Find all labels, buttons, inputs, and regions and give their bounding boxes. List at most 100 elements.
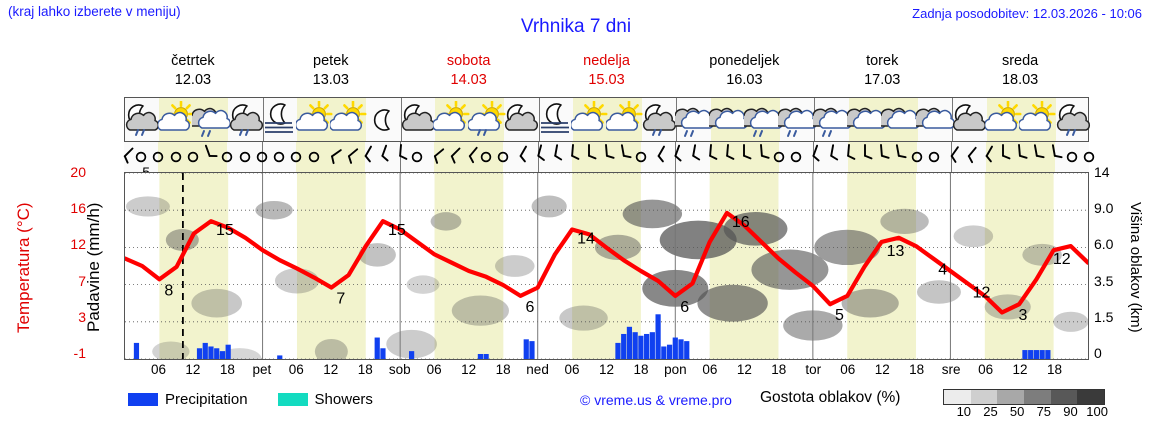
wind-calm-icon	[781, 142, 811, 172]
wind-barb-icon	[747, 142, 777, 172]
day-header-0: četrtek 12.03	[124, 52, 262, 96]
cloud-density-tick-label: 10	[956, 404, 972, 419]
wind-barb-icon	[540, 142, 570, 172]
precipitation-bar	[678, 339, 684, 359]
wind-calm-icon	[471, 142, 501, 172]
temperature-extreme-label: 6	[526, 299, 535, 316]
x-axis-tick-label: sre	[941, 362, 961, 377]
precipitation-axis-title: Padavine (mm/h)	[84, 202, 103, 333]
axis-tick-label: -1	[73, 345, 86, 361]
precipitation-bar	[277, 355, 283, 359]
precipitation-bar	[477, 353, 483, 359]
wind-calm-icon	[764, 142, 794, 172]
temperature-extreme-label: 6	[680, 299, 689, 316]
x-axis-tick-label: 18	[909, 362, 925, 377]
cloud-blob	[406, 275, 440, 294]
last-update-text: Zadnja posodobitev: 12.03.2026 - 10:06	[912, 6, 1142, 21]
axis-tick-label: 1.5	[1094, 308, 1114, 325]
precipitation-bar	[1028, 350, 1034, 359]
day-header-3: nedelja 15.03	[538, 52, 676, 96]
wind-barb-icon	[436, 142, 466, 172]
cloud-height-tick-labels: 14 9.0 6.0 3.5 1.5 0	[1094, 165, 1138, 361]
wind-barb-icon	[660, 142, 690, 172]
day-date: 18.03	[1001, 72, 1039, 88]
temperature-extreme-label: 15	[388, 222, 406, 239]
cloud-density-step	[944, 390, 971, 404]
wind-calm-icon	[161, 142, 191, 172]
x-axis-tick-label: 18	[771, 362, 787, 377]
cloud-blob	[358, 243, 396, 267]
cloud-density-step	[1024, 390, 1051, 404]
temperature-axis-title: Temperatura (°C)	[14, 202, 33, 333]
moon-cloud-icon	[399, 101, 437, 139]
temperature-extreme-label: 12	[973, 284, 991, 301]
temperature-extreme-label: 15	[216, 222, 234, 239]
moon-cloud-rain-icon	[1054, 101, 1092, 139]
precipitation-bar	[196, 348, 203, 359]
cloud-blob	[494, 255, 535, 277]
day-header-5: torek 17.03	[813, 52, 951, 96]
wind-calm-icon	[626, 142, 656, 172]
cloud-blob	[451, 295, 509, 326]
wind-barb-icon	[798, 142, 828, 172]
forecast-plot-area: 8 15 7 15 6 14 6 16 5 13 4 12 3 12 6	[124, 172, 1089, 360]
precipitation-bar	[225, 344, 231, 359]
moon-cloud-icon	[502, 101, 540, 139]
temperature-extreme-label: 8	[164, 282, 173, 299]
wind-barb-icon	[109, 142, 139, 172]
wind-barb-icon	[833, 142, 863, 172]
cloud-blob	[430, 212, 462, 231]
daylight-shading	[296, 142, 366, 172]
x-axis-tick-label: 18	[633, 362, 649, 377]
cloud-density-colorbar	[943, 389, 1105, 405]
day-name: sobota	[446, 53, 491, 69]
precipitation-bar	[661, 346, 667, 359]
wind-barb-band	[123, 142, 1095, 172]
cloud-blob	[953, 225, 994, 248]
wind-calm-icon	[247, 142, 277, 172]
wind-calm-icon	[126, 142, 156, 172]
day-name: torek	[866, 53, 899, 69]
wind-barb-icon	[609, 142, 639, 172]
copyright-link[interactable]: © vreme.us & vreme.pro	[580, 392, 732, 408]
precipitation-bar	[523, 339, 529, 359]
cloud-density-step	[1050, 390, 1078, 404]
wind-calm-icon	[230, 142, 260, 172]
day-name: petek	[313, 53, 349, 69]
x-axis-tick-label: 06	[564, 362, 580, 377]
legend-item-precipitation: Precipitation	[128, 391, 248, 408]
moon-cloud-icon	[950, 101, 988, 139]
x-axis-tick-label: 12	[461, 362, 477, 377]
day-name: četrtek	[171, 53, 215, 69]
cloud-blob	[314, 338, 348, 359]
axis-tick-label: 3	[78, 308, 86, 325]
x-axis-tick-label: 06	[978, 362, 994, 377]
cloud-blob	[274, 268, 319, 294]
wind-calm-icon	[402, 142, 432, 172]
x-axis-tick-label: 18	[219, 362, 235, 377]
precipitation-bars	[133, 314, 1051, 359]
precipitation-bar	[638, 335, 644, 359]
precipitation-bar	[632, 332, 638, 359]
cloud-blob	[697, 284, 768, 322]
x-axis-tick-label: 18	[357, 362, 373, 377]
cloud-icon	[881, 101, 920, 139]
wind-barb-icon	[884, 142, 914, 172]
x-axis-tick-label: 06	[840, 362, 856, 377]
precipitation-legend-label: Precipitation	[165, 390, 248, 408]
day-separator	[262, 98, 264, 141]
cloud-blob	[814, 229, 881, 266]
axis-tick-label: 9.0	[1094, 200, 1114, 217]
wind-barb-icon	[953, 142, 983, 172]
axis-tick-label: 14	[1094, 164, 1110, 180]
wind-barb-icon	[505, 142, 535, 172]
precipitation-bar	[1033, 350, 1040, 359]
cloud-density-tick-label: 50	[1009, 404, 1025, 419]
axis-tick-label: 6.0	[1094, 236, 1114, 253]
day-date: 12.03	[174, 72, 212, 88]
x-axis-tick-label: 06	[426, 362, 442, 377]
day-separator	[538, 98, 540, 141]
precipitation-bar	[1045, 350, 1051, 359]
wind-barb-icon	[523, 142, 553, 172]
axis-tick-label: 0	[1094, 345, 1102, 361]
